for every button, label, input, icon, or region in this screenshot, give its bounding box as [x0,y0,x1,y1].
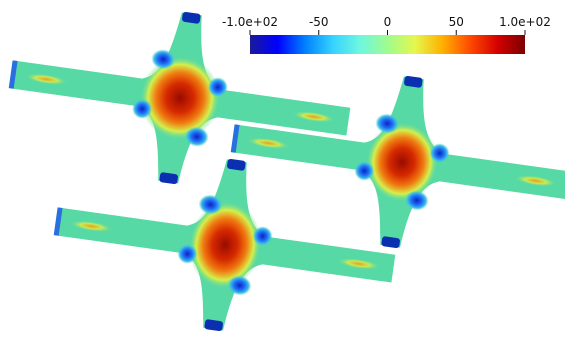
arm-end-low [53,207,63,236]
low-stress-region [227,275,252,296]
arm-tip-low [204,319,223,332]
colorbar-tick-label: 0 [384,15,392,29]
high-stress-core [188,201,262,289]
arm-end-low [230,124,240,153]
colorbar-tick-label: 1.0e+02 [499,15,551,29]
arm-warm-band [69,220,114,233]
low-stress-region [184,126,209,147]
arm-tip-low [182,11,201,24]
colorbar-tick-label: -50 [309,15,329,29]
low-stress-region [375,113,400,134]
arm-tip-low [404,75,423,88]
low-stress-region [177,243,198,264]
arm-tip-low [381,236,400,249]
low-stress-region [429,143,450,164]
low-stress-region [354,160,375,181]
low-stress-region [132,98,153,119]
arm-warm-band [291,110,336,123]
arm-tip-low [159,172,178,185]
high-stress-core [365,122,439,202]
arm-tip-low [227,158,246,171]
colorbar-tick-label: 50 [449,15,464,29]
arm-warm-band [513,174,558,187]
low-stress-region [207,77,228,98]
specimen-bottom [44,137,406,353]
arm-end-low [8,60,18,89]
low-stress-region [252,226,273,247]
low-stress-region [404,190,429,211]
high-stress-core [139,56,221,140]
arm-warm-band [24,73,69,86]
low-stress-region [198,194,223,215]
arm-warm-band [336,257,381,270]
colorbar-ticks: -1.0e+02 -50 0 50 1.0e+02 [222,15,551,35]
colorbar-tick-label: -1.0e+02 [222,15,278,29]
specimen-top-left [0,0,361,206]
colorbar: -1.0e+02 -50 0 50 1.0e+02 [222,15,551,54]
low-stress-region [151,49,176,70]
colorbar-scale [250,35,525,54]
arm-warm-band [246,137,291,150]
specimen-right [221,54,565,270]
